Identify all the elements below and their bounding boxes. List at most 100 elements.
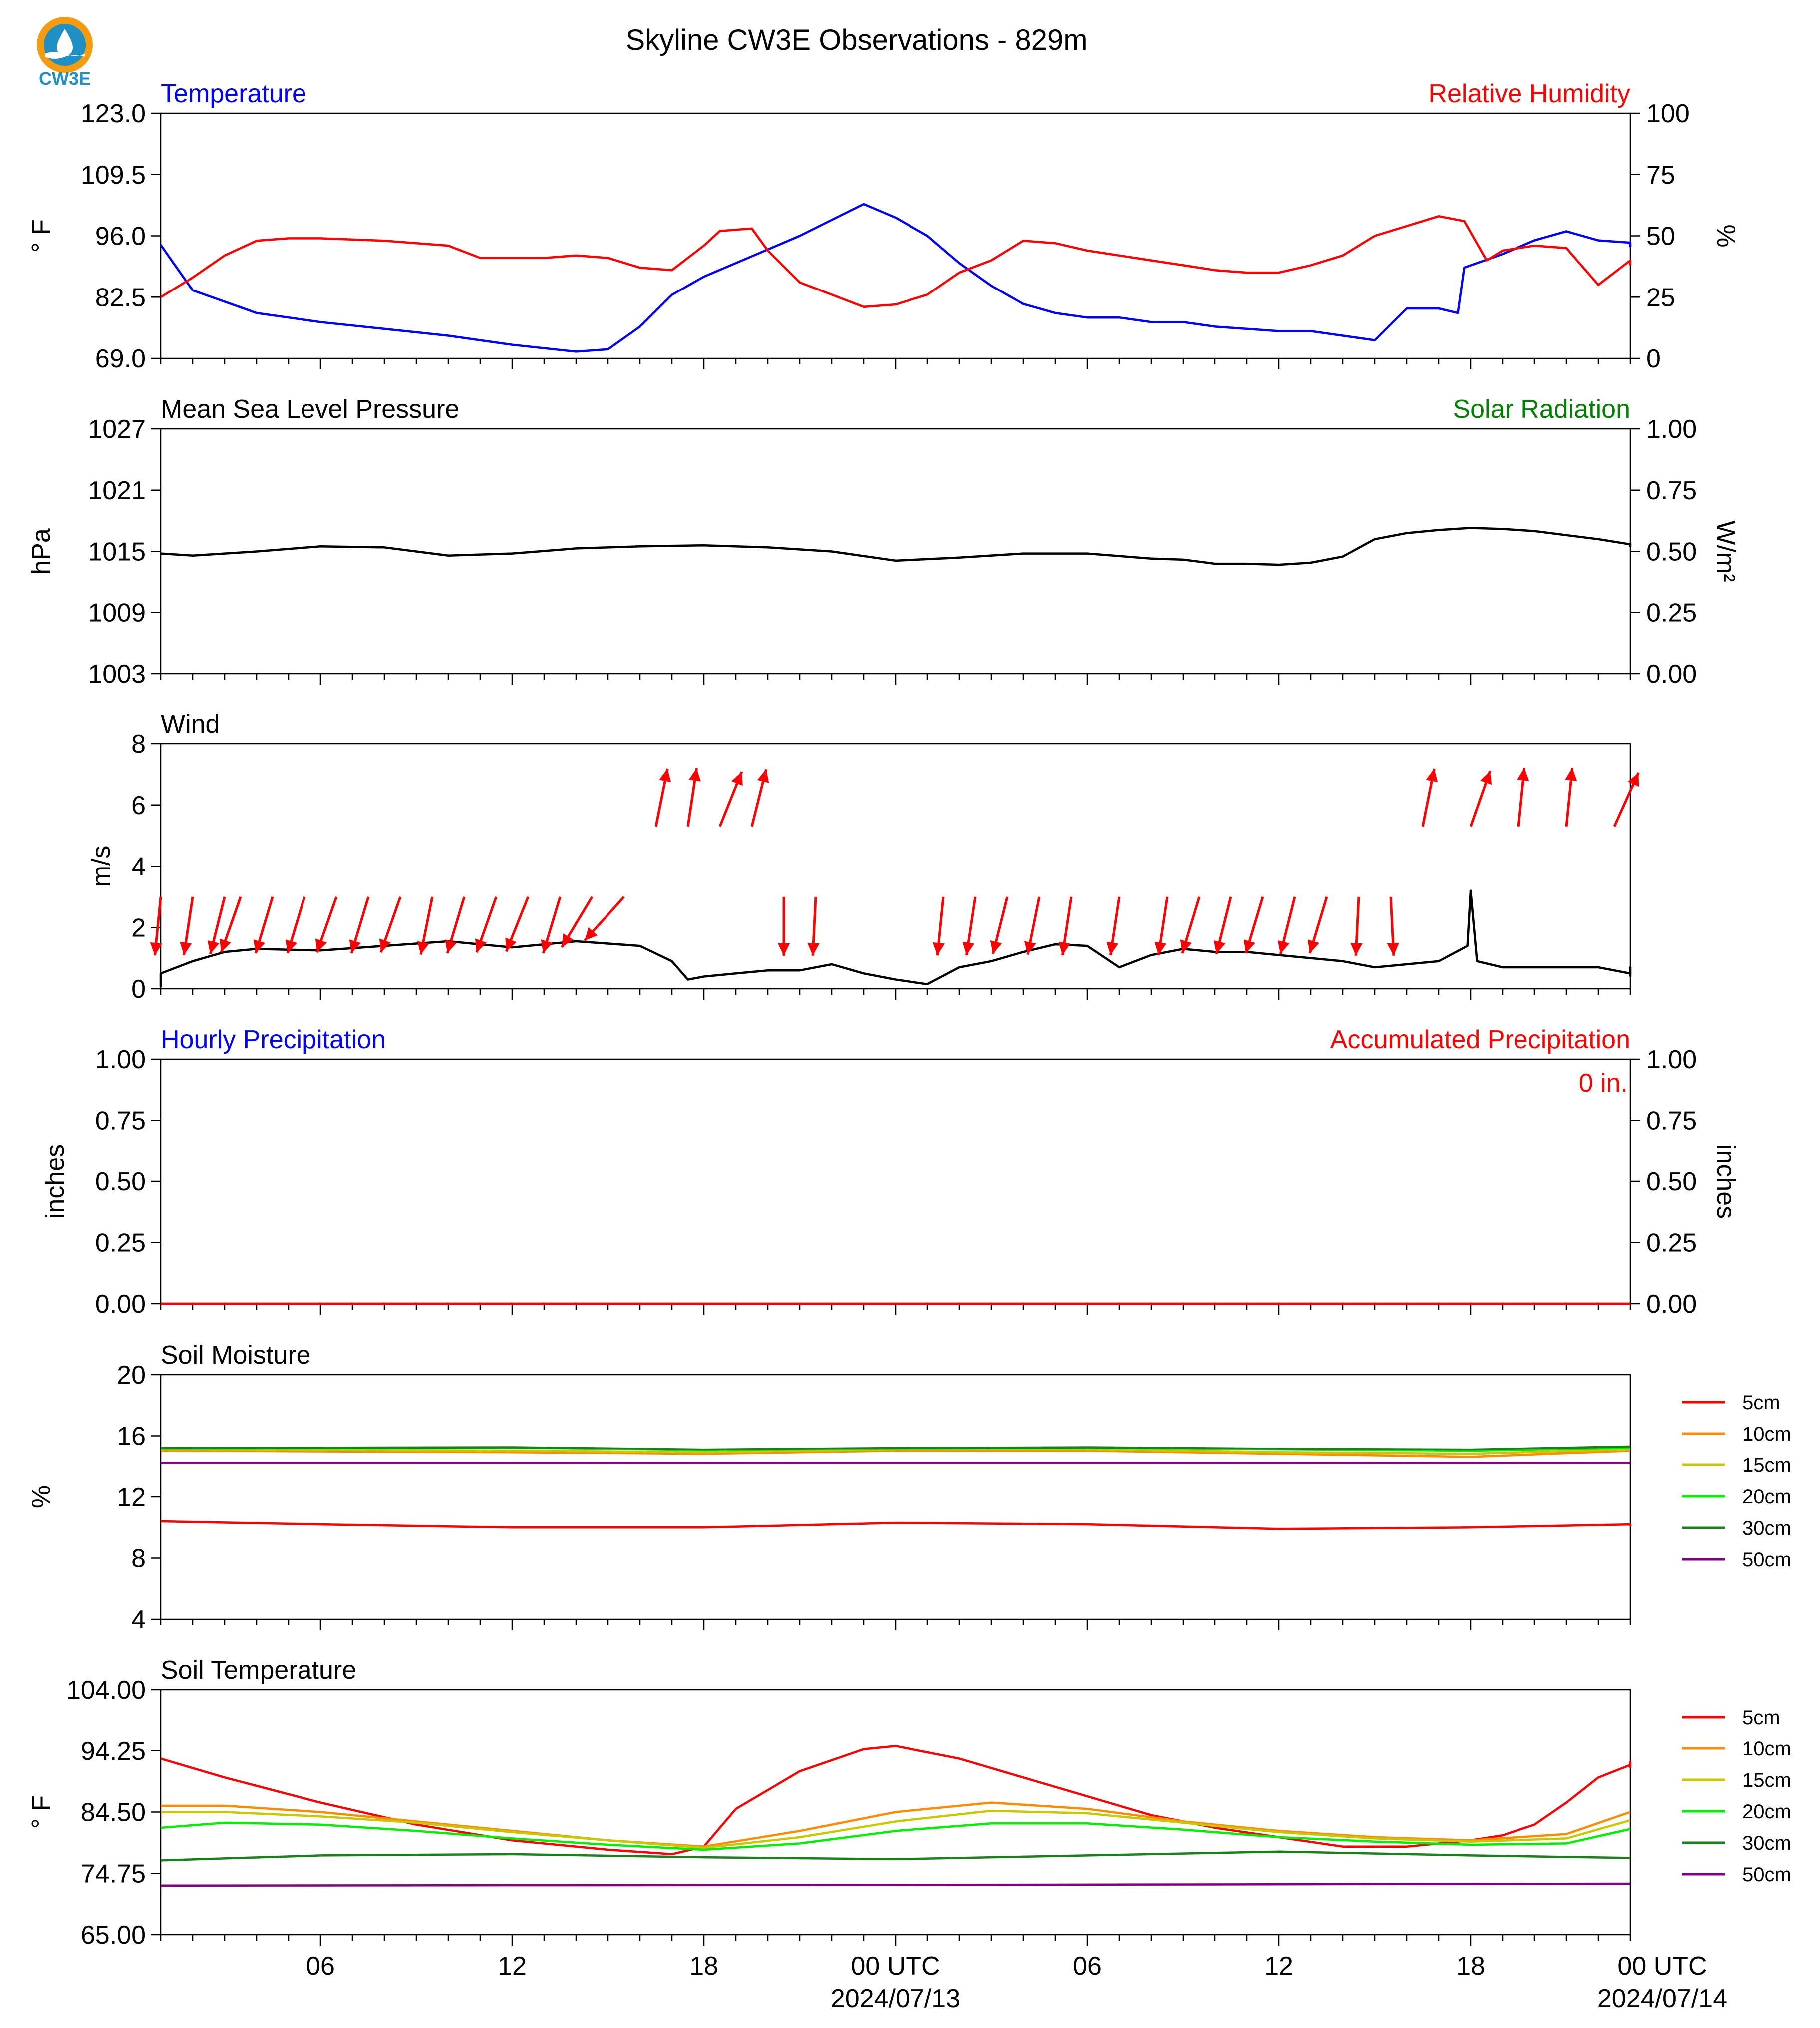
- y2-tick-label: 75: [1646, 161, 1675, 190]
- legend-label: 15cm: [1742, 1769, 1791, 1791]
- series-line-mean-sea-level-pressure: [160, 527, 1632, 566]
- x-tick-label: 00 UTC: [851, 1952, 940, 1981]
- y2-tick-label: 0.25: [1646, 598, 1697, 627]
- y2-tick-label: 1.00: [1646, 1045, 1697, 1074]
- series-line-temperature: [160, 203, 1632, 353]
- plot-frame: [160, 428, 1631, 675]
- y2-tick-label: 0.75: [1646, 476, 1697, 505]
- y-tick-label: 1.00: [95, 1045, 146, 1074]
- legend-label: 20cm: [1742, 1486, 1791, 1508]
- legend-label: 10cm: [1742, 1423, 1791, 1445]
- y-tick-label: 16: [117, 1422, 146, 1451]
- series-line-20cm: [160, 1821, 1631, 1851]
- x-tick-label: 12: [1264, 1952, 1293, 1981]
- wind-arrow-head-icon: [1180, 939, 1192, 953]
- panel-right-title: Relative Humidity: [1428, 79, 1630, 108]
- panel-2: 0 2 4 6 8 Wind m/s: [87, 710, 1640, 1004]
- wind-arrow-head-icon: [1480, 771, 1492, 785]
- y-tick-label: 104.00: [66, 1676, 146, 1705]
- legend-label: 5cm: [1742, 1392, 1780, 1414]
- wind-arrow-head-icon: [990, 940, 1002, 954]
- y2-tick-label: 0: [1646, 344, 1661, 373]
- wind-arrow-head-icon: [757, 769, 769, 783]
- y2-tick-label: 25: [1646, 283, 1675, 312]
- y-tick-label: 8: [131, 1544, 146, 1573]
- panel-left-ylabel: m/s: [87, 846, 116, 887]
- wind-arrow-head-icon: [1307, 939, 1320, 953]
- y-tick-label: 1021: [88, 476, 146, 505]
- plot-frame: [160, 1374, 1631, 1620]
- y2-tick-label: 100: [1646, 99, 1690, 128]
- legend-label: 30cm: [1742, 1517, 1791, 1539]
- wind-arrow-head-icon: [315, 938, 327, 953]
- wind-arrow-head-icon: [445, 939, 457, 953]
- panel-right-ylabel: W/m²: [1711, 520, 1740, 582]
- wind-arrow-head-icon: [1243, 939, 1256, 953]
- series-line-50cm: [160, 1882, 1631, 1887]
- x-date-label: 2024/07/14: [1597, 1984, 1727, 2013]
- wind-arrow-head-icon: [1154, 941, 1167, 955]
- y-tick-label: 1003: [88, 660, 146, 689]
- y2-tick-label: 0.25: [1646, 1229, 1697, 1258]
- y-tick-label: 6: [131, 791, 146, 820]
- series-line-15cm: [161, 1809, 1631, 1849]
- panel-1: 1003 1009 1015 1021 1027 0.00 0.25 0.50 0.75 1.00…: [27, 395, 1740, 689]
- y2-tick-label: 0.00: [1646, 660, 1697, 689]
- x-tick-label: 06: [1073, 1952, 1102, 1981]
- y-tick-label: 0.00: [95, 1290, 146, 1319]
- y-tick-label: 20: [117, 1361, 146, 1390]
- y-tick-label: 0: [131, 975, 146, 1004]
- wind-arrow-head-icon: [1517, 768, 1529, 781]
- x-tick-label: 18: [689, 1952, 718, 1981]
- legend-label: 30cm: [1742, 1832, 1791, 1854]
- y-tick-label: 109.5: [81, 161, 146, 190]
- y2-tick-label: 0.75: [1646, 1107, 1697, 1136]
- cw3e-logo: CW3E: [30, 15, 100, 92]
- legend-label: 5cm: [1742, 1707, 1780, 1729]
- wind-arrow-head-icon: [253, 939, 266, 953]
- y-tick-label: 123.0: [81, 99, 146, 128]
- panel-4: 4 8 12 16 20 Soil Moisture% 5cm 10cm 15cm 20cm 30c…: [27, 1341, 1791, 1634]
- legend-label: 20cm: [1742, 1801, 1791, 1823]
- legend-label: 50cm: [1742, 1864, 1791, 1886]
- plot-frame: [160, 112, 1631, 359]
- y-tick-label: 0.75: [95, 1107, 146, 1136]
- series-line-30cm: [160, 1850, 1631, 1862]
- y2-tick-label: 50: [1646, 222, 1675, 251]
- legend-label: 50cm: [1742, 1549, 1791, 1571]
- panel-left-title: Temperature: [161, 79, 306, 108]
- series-line-10cm: [161, 1801, 1631, 1848]
- y-tick-label: 96.0: [95, 222, 146, 251]
- wind-arrow-head-icon: [1024, 941, 1036, 955]
- wind-arrow-head-icon: [475, 938, 487, 953]
- panel-left-ylabel: hPa: [27, 528, 56, 575]
- panel-left-ylabel: ° F: [27, 219, 56, 253]
- series-line-wind: [159, 889, 1632, 987]
- wind-arrow-head-icon: [1627, 773, 1639, 787]
- y-tick-label: 82.5: [95, 283, 146, 312]
- wind-arrow-head-icon: [562, 933, 574, 948]
- y-tick-label: 4: [131, 1605, 146, 1634]
- y-tick-label: 1027: [88, 415, 146, 444]
- wind-arrow-head-icon: [585, 927, 598, 941]
- wind-arrow-head-icon: [731, 772, 743, 786]
- x-tick-label: 12: [498, 1952, 527, 1981]
- wind-arrow-head-icon: [505, 937, 517, 952]
- wind-arrow-head-icon: [807, 942, 820, 956]
- y-tick-label: 2: [131, 913, 146, 942]
- wind-arrow-head-icon: [659, 769, 671, 783]
- y-tick-label: 94.25: [81, 1737, 146, 1766]
- panel-left-ylabel: inches: [41, 1144, 70, 1219]
- figure-title: Skyline CW3E Observations - 829m: [625, 24, 1087, 56]
- panel-5: 65.00 74.75 84.50 94.25 104.00 Soil Temperatu…: [27, 1656, 1791, 1950]
- panel-right-ylabel: %: [1711, 224, 1740, 247]
- series-line-5cm: [160, 1520, 1632, 1530]
- y-tick-label: 1015: [88, 538, 146, 567]
- series-line-relative-humidity: [160, 215, 1632, 308]
- panel-3: 0.00 0.25 0.50 0.75 1.00 0.00 0.25 0.50 0.75 1.00…: [41, 1025, 1740, 1319]
- wind-arrow-head-icon: [207, 940, 220, 954]
- wind-arrow-head-icon: [1565, 768, 1577, 781]
- legend-label: 15cm: [1742, 1454, 1791, 1476]
- panel-0: 69.0 82.5 96.0 109.5 123.0 0 25 50 75 100 Temperat…: [27, 79, 1740, 373]
